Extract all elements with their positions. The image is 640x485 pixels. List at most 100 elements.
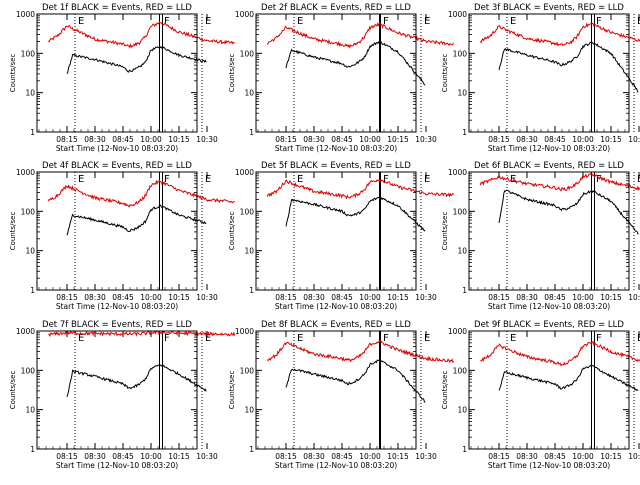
x-tick-label: 10:30	[628, 452, 640, 461]
x-tick-label: 08:30	[303, 452, 325, 461]
y-axis-label: Counts/sec	[441, 54, 449, 93]
x-tick-label: 08:45	[544, 293, 566, 302]
series-line-lld	[480, 340, 640, 367]
plot-frame-overlay	[468, 171, 630, 291]
marker-label: F	[596, 333, 602, 344]
marker-label: E	[78, 174, 84, 185]
marker-dotted: E	[420, 14, 430, 132]
x-tick-label: 08:45	[331, 452, 353, 461]
x-tick-label: 08:30	[303, 293, 325, 302]
y-tick-label: 1	[30, 286, 35, 295]
y-tick-label: 1	[30, 445, 35, 454]
marker-label: E	[205, 174, 211, 185]
marker-dotted: E	[201, 14, 211, 132]
x-tick-label: 10:00	[572, 452, 594, 461]
y-axis-label: Counts/sec	[441, 212, 449, 251]
marker-label: E	[78, 16, 84, 27]
x-tick-label: 08:30	[516, 452, 538, 461]
y-tick-label: 100	[21, 49, 36, 58]
marker-label: E	[424, 174, 430, 185]
y-tick-label: 1000	[448, 327, 467, 336]
marker-dotted: E	[293, 14, 303, 132]
marker-solid-double: F	[591, 14, 602, 132]
x-tick-label: 10:30	[415, 452, 437, 461]
marker-dotted: E	[420, 331, 430, 449]
series-line-events	[498, 364, 639, 391]
y-tick-label: 1000	[16, 327, 35, 336]
marker-dotted: E	[506, 172, 516, 290]
y-tick-label: 1000	[448, 10, 467, 19]
panel-title: Det 3f BLACK = Events, RED = LLD	[474, 3, 624, 13]
x-tick-label: 10:30	[196, 135, 218, 144]
marker-label: E	[78, 333, 84, 344]
y-tick-label: 1	[249, 445, 254, 454]
x-tick-label: 08:30	[303, 135, 325, 144]
x-tick-label: 10:30	[196, 293, 218, 302]
x-tick-label: 08:45	[112, 452, 134, 461]
plot-frame-overlay	[468, 330, 630, 450]
series-line-lld	[266, 21, 455, 49]
series-line-events	[285, 359, 426, 403]
y-tick-label: 10	[25, 247, 35, 256]
panel-title: Det 5f BLACK = Events, RED = LLD	[261, 161, 411, 171]
y-axis-label: Counts/sec	[9, 212, 17, 251]
marker-dotted: E	[633, 331, 640, 449]
panel-det-3: Det 3f BLACK = Events, RED = LLD Counts/s…	[441, 3, 640, 153]
series-line-events	[285, 196, 426, 232]
series-line-events	[66, 45, 207, 75]
x-tick-label: 10:15	[387, 293, 409, 302]
marker-label: E	[424, 333, 430, 344]
series-line-events	[498, 189, 639, 235]
x-tick-label: 10:30	[628, 293, 640, 302]
x-tick-label: 08:45	[544, 452, 566, 461]
y-tick-label: 1	[249, 128, 254, 137]
marker-dotted: E	[201, 331, 211, 449]
y-tick-label: 1	[30, 128, 35, 137]
marker-label: E	[297, 333, 303, 344]
x-tick-label: 10:00	[140, 135, 162, 144]
plot-frame-overlay	[468, 13, 630, 133]
panel-det-6: Det 6f BLACK = Events, RED = LLD Counts/s…	[441, 161, 640, 311]
x-tick-label: 08:30	[516, 135, 538, 144]
marker-solid-double: F	[159, 14, 170, 132]
x-axis-label: Start Time (12-Nov-10 08:03:20)	[56, 461, 178, 470]
series-line-lld	[48, 330, 236, 338]
panel-det-8: Det 8f BLACK = Events, RED = LLD Counts/s…	[228, 320, 455, 470]
x-axis-label: Start Time (12-Nov-10 08:03:20)	[488, 461, 610, 470]
series-line-lld	[479, 173, 640, 192]
panel-det-4: Det 4f BLACK = Events, RED = LLD Counts/s…	[9, 161, 235, 311]
marker-label: F	[383, 16, 389, 27]
x-axis-label: Start Time (12-Nov-10 08:03:20)	[56, 302, 178, 311]
x-tick-label: 10:00	[572, 135, 594, 144]
x-tick-label: 08:30	[84, 293, 106, 302]
marker-label: E	[637, 174, 640, 185]
x-axis-label: Start Time (12-Nov-10 08:03:20)	[488, 144, 610, 153]
marker-label: E	[637, 333, 640, 344]
y-tick-label: 100	[453, 49, 468, 58]
x-tick-label: 10:00	[359, 135, 381, 144]
marker-label: F	[164, 174, 170, 185]
series-line-events	[498, 41, 639, 93]
panel-title: Det 9f BLACK = Events, RED = LLD	[474, 320, 624, 330]
marker-dotted: E	[420, 172, 430, 290]
y-tick-label: 1000	[235, 10, 254, 19]
marker-dotted: E	[633, 172, 640, 290]
y-tick-label: 1000	[235, 168, 254, 177]
y-tick-label: 10	[25, 406, 35, 415]
x-axis-label: Start Time (12-Nov-10 08:03:20)	[488, 302, 610, 311]
panel-title: Det 1f BLACK = Events, RED = LLD	[42, 3, 192, 13]
series-line-lld	[47, 179, 235, 208]
x-tick-label: 10:15	[168, 135, 190, 144]
marker-dotted: E	[74, 331, 84, 449]
marker-label: E	[510, 16, 516, 27]
marker-solid: F	[379, 172, 389, 290]
marker-label: E	[424, 16, 430, 27]
y-axis-label: Counts/sec	[228, 212, 236, 251]
plot-frame	[36, 330, 198, 450]
x-tick-label: 08:15	[488, 135, 510, 144]
y-axis-label: Counts/sec	[441, 371, 449, 410]
marker-label: E	[297, 174, 303, 185]
x-tick-label: 08:30	[516, 293, 538, 302]
plot-frame-overlay	[36, 13, 198, 133]
marker-solid-double: F	[159, 331, 170, 449]
